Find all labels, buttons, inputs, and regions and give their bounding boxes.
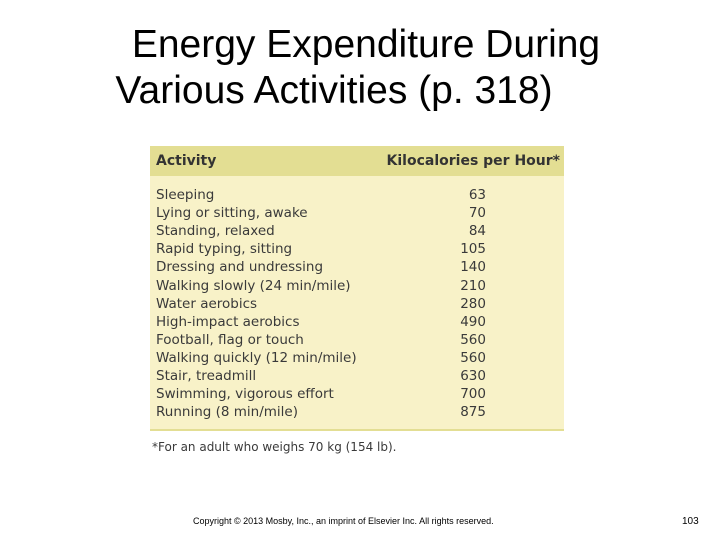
table-row: Walking quickly (12 min/mile) 560 bbox=[150, 349, 564, 367]
table-header-row: Activity Kilocalories per Hour* bbox=[150, 146, 564, 176]
kcal-cell: 63 bbox=[468, 187, 486, 204]
kcal-cell: 560 bbox=[460, 349, 486, 366]
kcal-cell: 700 bbox=[460, 386, 486, 403]
energy-table-container: Activity Kilocalories per Hour* Sleeping… bbox=[150, 146, 564, 454]
table-footnote: *For an adult who weighs 70 kg (154 lb). bbox=[152, 440, 397, 455]
activity-cell: Water aerobics bbox=[156, 295, 258, 312]
table-row: Standing, relaxed 84 bbox=[150, 222, 564, 240]
activity-cell: Sleeping bbox=[156, 187, 215, 204]
slide-title: Energy Expenditure During Various Activi… bbox=[0, 22, 720, 114]
kcal-cell: 280 bbox=[460, 295, 486, 312]
kcal-cell: 140 bbox=[460, 259, 486, 276]
kcal-cell: 210 bbox=[460, 277, 486, 294]
activity-cell: Dressing and undressing bbox=[156, 259, 324, 276]
activity-cell: Running (8 min/mile) bbox=[156, 404, 298, 421]
activity-cell: Swimming, vigorous effort bbox=[156, 386, 334, 403]
activity-cell: Walking slowly (24 min/mile) bbox=[156, 277, 351, 294]
kcal-cell: 875 bbox=[460, 404, 486, 421]
table-row: Football, flag or touch 560 bbox=[150, 331, 564, 349]
table-row: Rapid typing, sitting 105 bbox=[150, 240, 564, 258]
column-header-kilocalories: Kilocalories per Hour* bbox=[372, 146, 564, 176]
table-row: Swimming, vigorous effort 700 bbox=[150, 385, 564, 403]
table-row: Dressing and undressing 140 bbox=[150, 258, 564, 276]
table-row: High-impact aerobics 490 bbox=[150, 313, 564, 331]
slide-title-line-2: Various Activities (p. 318) bbox=[115, 69, 553, 112]
activity-cell: Football, flag or touch bbox=[156, 331, 304, 348]
column-header-activity: Activity bbox=[150, 146, 373, 176]
kcal-cell: 490 bbox=[460, 313, 486, 330]
kcal-cell: 70 bbox=[468, 205, 486, 222]
activity-cell: Walking quickly (12 min/mile) bbox=[156, 349, 357, 366]
activity-cell: Lying or sitting, awake bbox=[156, 205, 308, 222]
kcal-cell: 630 bbox=[460, 367, 486, 384]
table-bottom-rule bbox=[150, 429, 564, 432]
slide-title-line-1: Energy Expenditure During bbox=[131, 23, 601, 66]
activity-cell: Standing, relaxed bbox=[156, 223, 275, 240]
kcal-cell: 84 bbox=[468, 223, 486, 240]
table-row: Walking slowly (24 min/mile) 210 bbox=[150, 276, 564, 294]
table-row: Running (8 min/mile) 875 bbox=[150, 403, 564, 429]
table-row: Sleeping 63 bbox=[150, 176, 564, 204]
activity-cell: Stair, treadmill bbox=[156, 367, 257, 384]
kcal-cell: 560 bbox=[460, 331, 486, 348]
activity-cell: High-impact aerobics bbox=[156, 313, 300, 330]
activity-cell: Rapid typing, sitting bbox=[156, 241, 293, 258]
energy-expenditure-table: Activity Kilocalories per Hour* Sleeping… bbox=[150, 146, 564, 430]
page-number: 103 bbox=[682, 516, 699, 527]
table-row: Lying or sitting, awake 70 bbox=[150, 204, 564, 222]
table-row: Water aerobics 280 bbox=[150, 295, 564, 313]
table-row: Stair, treadmill 630 bbox=[150, 367, 564, 385]
kcal-cell: 105 bbox=[460, 241, 486, 258]
copyright-notice: Copyright © 2013 Mosby, Inc., an imprint… bbox=[193, 516, 494, 526]
